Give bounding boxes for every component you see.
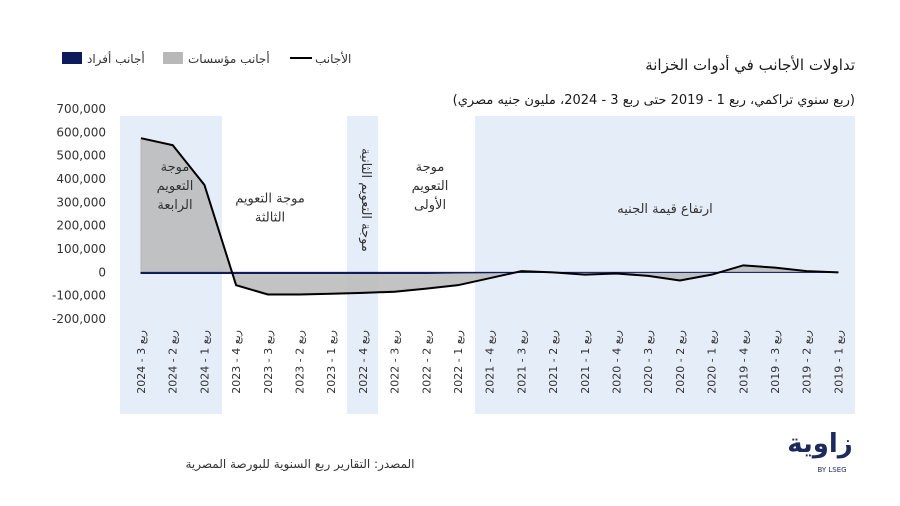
x-tick-label: ربع 1 - 2024 bbox=[198, 330, 211, 394]
source: المصدر: التقارير ربع السنوية للبورصة الم… bbox=[185, 457, 414, 472]
y-tick-label: 500,000 bbox=[56, 149, 106, 163]
y-tick-label: 600,000 bbox=[56, 125, 106, 139]
x-tick-label: ربع 1 - 2021 bbox=[579, 330, 592, 394]
annotation: ارتفاع قيمة الجنيه bbox=[617, 202, 712, 217]
logo: زاوية bbox=[787, 429, 853, 459]
x-tick-label: ربع 4 - 2023 bbox=[230, 330, 243, 394]
x-tick-label: ربع 3 - 2021 bbox=[515, 330, 528, 394]
legend-label: أجانب مؤسسات bbox=[188, 51, 270, 67]
x-tick-label: ربع 1 - 2020 bbox=[706, 330, 719, 394]
x-tick-label: ربع 3 - 2022 bbox=[389, 330, 402, 394]
x-tick-label: ربع 1 - 2022 bbox=[452, 330, 465, 394]
x-tick-label: ربع 2 - 2020 bbox=[674, 330, 687, 394]
x-tick-label: ربع 1 - 2019 bbox=[832, 330, 845, 394]
line bbox=[140, 137, 839, 296]
x-tick-label: ربع 2 - 2024 bbox=[167, 330, 180, 394]
area bbox=[140, 271, 839, 274]
legend-label: أجانب أفراد bbox=[87, 51, 145, 67]
annotation: موجة التعويم الأولى bbox=[412, 160, 449, 213]
x-tick-label: ربع 3 - 2020 bbox=[642, 330, 655, 394]
x-tick-label: ربع 4 - 2020 bbox=[611, 330, 624, 394]
y-tick-label: 200,000 bbox=[56, 219, 106, 233]
y-tick-label: 700,000 bbox=[56, 102, 106, 116]
y-tick-label: -100,000 bbox=[52, 289, 106, 303]
x-tick-label: ربع 3 - 2019 bbox=[769, 330, 782, 394]
x-tick-label: ربع 3 - 2023 bbox=[262, 330, 275, 394]
x-tick-label: ربع 4 - 2019 bbox=[737, 330, 750, 394]
y-tick-label: 100,000 bbox=[56, 242, 106, 256]
legend-swatch bbox=[163, 52, 183, 64]
annotation: موجة التعويم الثالثة bbox=[235, 192, 305, 226]
x-tick-label: ربع 4 - 2021 bbox=[484, 330, 497, 394]
legend-label: الأجانب bbox=[315, 51, 351, 66]
annotation: موجة التعويم الثانية bbox=[358, 148, 373, 252]
legend-swatch bbox=[62, 52, 82, 64]
y-tick-label: 0 bbox=[98, 265, 106, 279]
y-tick-label: 300,000 bbox=[56, 195, 106, 209]
x-tick-label: ربع 2 - 2021 bbox=[547, 330, 560, 394]
x-tick-label: ربع 1 - 2023 bbox=[325, 330, 338, 394]
x-tick-label: ربع 4 - 2022 bbox=[357, 330, 370, 394]
y-tick-label: -200,000 bbox=[52, 312, 106, 326]
annotation: موجة التعويم الرابعة bbox=[157, 160, 194, 213]
logo-sub: BY LSEG bbox=[817, 466, 846, 474]
x-tick-label: ربع 2 - 2019 bbox=[801, 330, 814, 394]
chart-title: تداولات الأجانب في أدوات الخزانة bbox=[645, 55, 855, 75]
band bbox=[347, 116, 378, 414]
x-tick-label: ربع 2 - 2022 bbox=[420, 330, 433, 394]
chart-subtitle: (ربع سنوي تراكمي، ربع 1 - 2019 حتى ربع 3… bbox=[453, 93, 855, 108]
x-tick-label: ربع 2 - 2023 bbox=[294, 330, 307, 394]
y-tick-label: 400,000 bbox=[56, 172, 106, 186]
x-tick-label: ربع 3 - 2024 bbox=[135, 330, 148, 394]
band bbox=[475, 116, 855, 414]
